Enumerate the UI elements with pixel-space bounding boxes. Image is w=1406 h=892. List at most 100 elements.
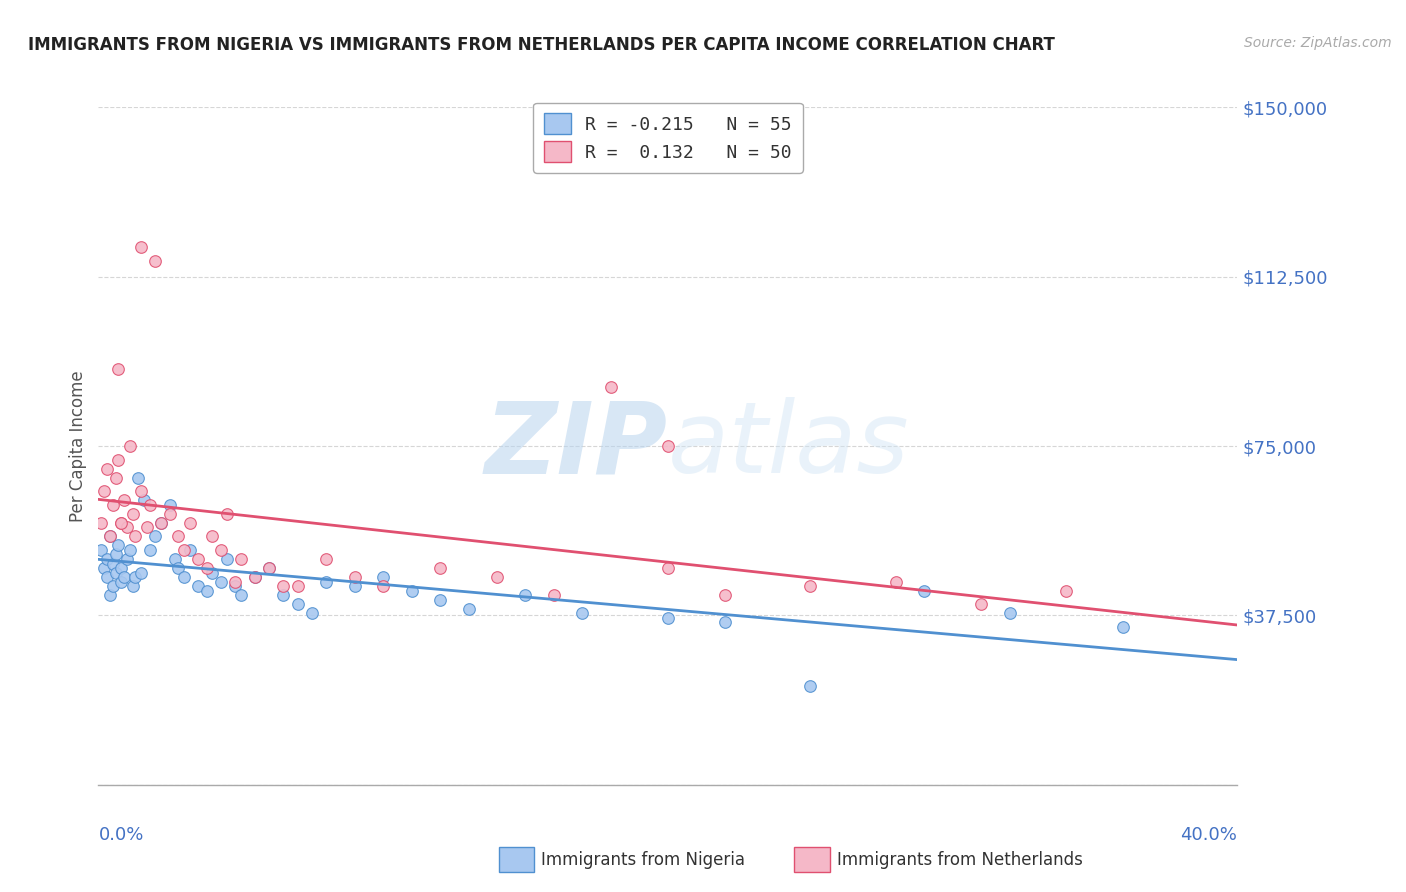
Point (98, 529, 121, 543)
Point (104, 470, 127, 484)
Point (912, 583, 935, 598)
Point (129, 566, 152, 580)
Point (343, 570, 366, 584)
Point (135, 520, 157, 534)
Point (373, 570, 395, 584)
Text: 40.0%: 40.0% (1181, 826, 1237, 844)
Point (215, 552, 238, 566)
Point (714, 615, 737, 630)
Point (209, 543, 232, 558)
Point (121, 579, 143, 593)
Point (173, 543, 195, 558)
Point (124, 529, 146, 543)
Point (98, 588, 121, 602)
Text: Immigrants from Nigeria: Immigrants from Nigeria (541, 851, 745, 869)
Point (273, 588, 295, 602)
Point (401, 583, 423, 598)
Point (187, 579, 209, 593)
Point (167, 529, 190, 543)
Point (96, 461, 118, 475)
Point (195, 561, 218, 575)
Point (115, 520, 138, 534)
Point (714, 588, 737, 602)
Y-axis label: Per Capita Income: Per Capita Income (69, 370, 87, 522)
Point (96, 552, 118, 566)
Point (107, 452, 129, 467)
Point (201, 566, 224, 580)
Point (600, 380, 623, 394)
Point (104, 566, 127, 580)
Point (215, 507, 238, 521)
Point (112, 493, 135, 508)
Point (159, 498, 181, 512)
Point (90, 543, 112, 558)
Point (259, 561, 281, 575)
Point (429, 561, 451, 575)
Point (179, 516, 201, 530)
Point (229, 552, 252, 566)
Point (167, 561, 190, 575)
Point (110, 574, 132, 589)
Point (159, 507, 181, 521)
Point (201, 529, 224, 543)
Text: atlas: atlas (668, 398, 910, 494)
Point (243, 570, 266, 584)
Text: IMMIGRANTS FROM NIGERIA VS IMMIGRANTS FROM NETHERLANDS PER CAPITA INCOME CORRELA: IMMIGRANTS FROM NIGERIA VS IMMIGRANTS FR… (28, 36, 1054, 54)
Point (315, 552, 337, 566)
Point (229, 588, 252, 602)
Point (179, 543, 201, 558)
Point (110, 516, 132, 530)
Point (657, 439, 679, 453)
Point (187, 552, 209, 566)
Point (195, 583, 218, 598)
Point (145, 253, 167, 268)
Point (165, 552, 187, 566)
Text: 0.0%: 0.0% (98, 826, 143, 844)
Point (884, 574, 907, 589)
Point (315, 574, 337, 589)
Point (173, 570, 195, 584)
Point (112, 570, 135, 584)
Point (115, 552, 138, 566)
Text: Source: ZipAtlas.com: Source: ZipAtlas.com (1244, 36, 1392, 50)
Point (243, 570, 266, 584)
Point (1056, 583, 1078, 598)
Point (101, 557, 124, 571)
Point (118, 543, 141, 558)
Point (657, 561, 679, 575)
Point (657, 611, 679, 625)
Point (93, 561, 115, 575)
Point (429, 592, 451, 607)
Point (138, 498, 160, 512)
Point (515, 588, 537, 602)
Point (101, 579, 124, 593)
Point (150, 516, 173, 530)
Point (799, 679, 821, 693)
Point (209, 574, 232, 589)
Point (1112, 620, 1135, 634)
Point (132, 493, 155, 508)
Point (343, 579, 366, 593)
Point (799, 579, 821, 593)
Point (118, 439, 141, 453)
Point (107, 538, 129, 552)
Point (90, 516, 112, 530)
Point (224, 579, 246, 593)
Point (98, 529, 121, 543)
Point (129, 240, 152, 254)
Point (301, 606, 323, 620)
Point (486, 570, 509, 584)
Point (373, 579, 395, 593)
Point (101, 498, 124, 512)
Point (457, 601, 479, 615)
Point (138, 543, 160, 558)
Point (107, 362, 129, 376)
Point (150, 516, 173, 530)
Point (259, 561, 281, 575)
Point (110, 516, 132, 530)
Point (93, 484, 115, 499)
Point (998, 606, 1021, 620)
Point (273, 579, 295, 593)
Point (124, 570, 146, 584)
Point (104, 548, 127, 562)
